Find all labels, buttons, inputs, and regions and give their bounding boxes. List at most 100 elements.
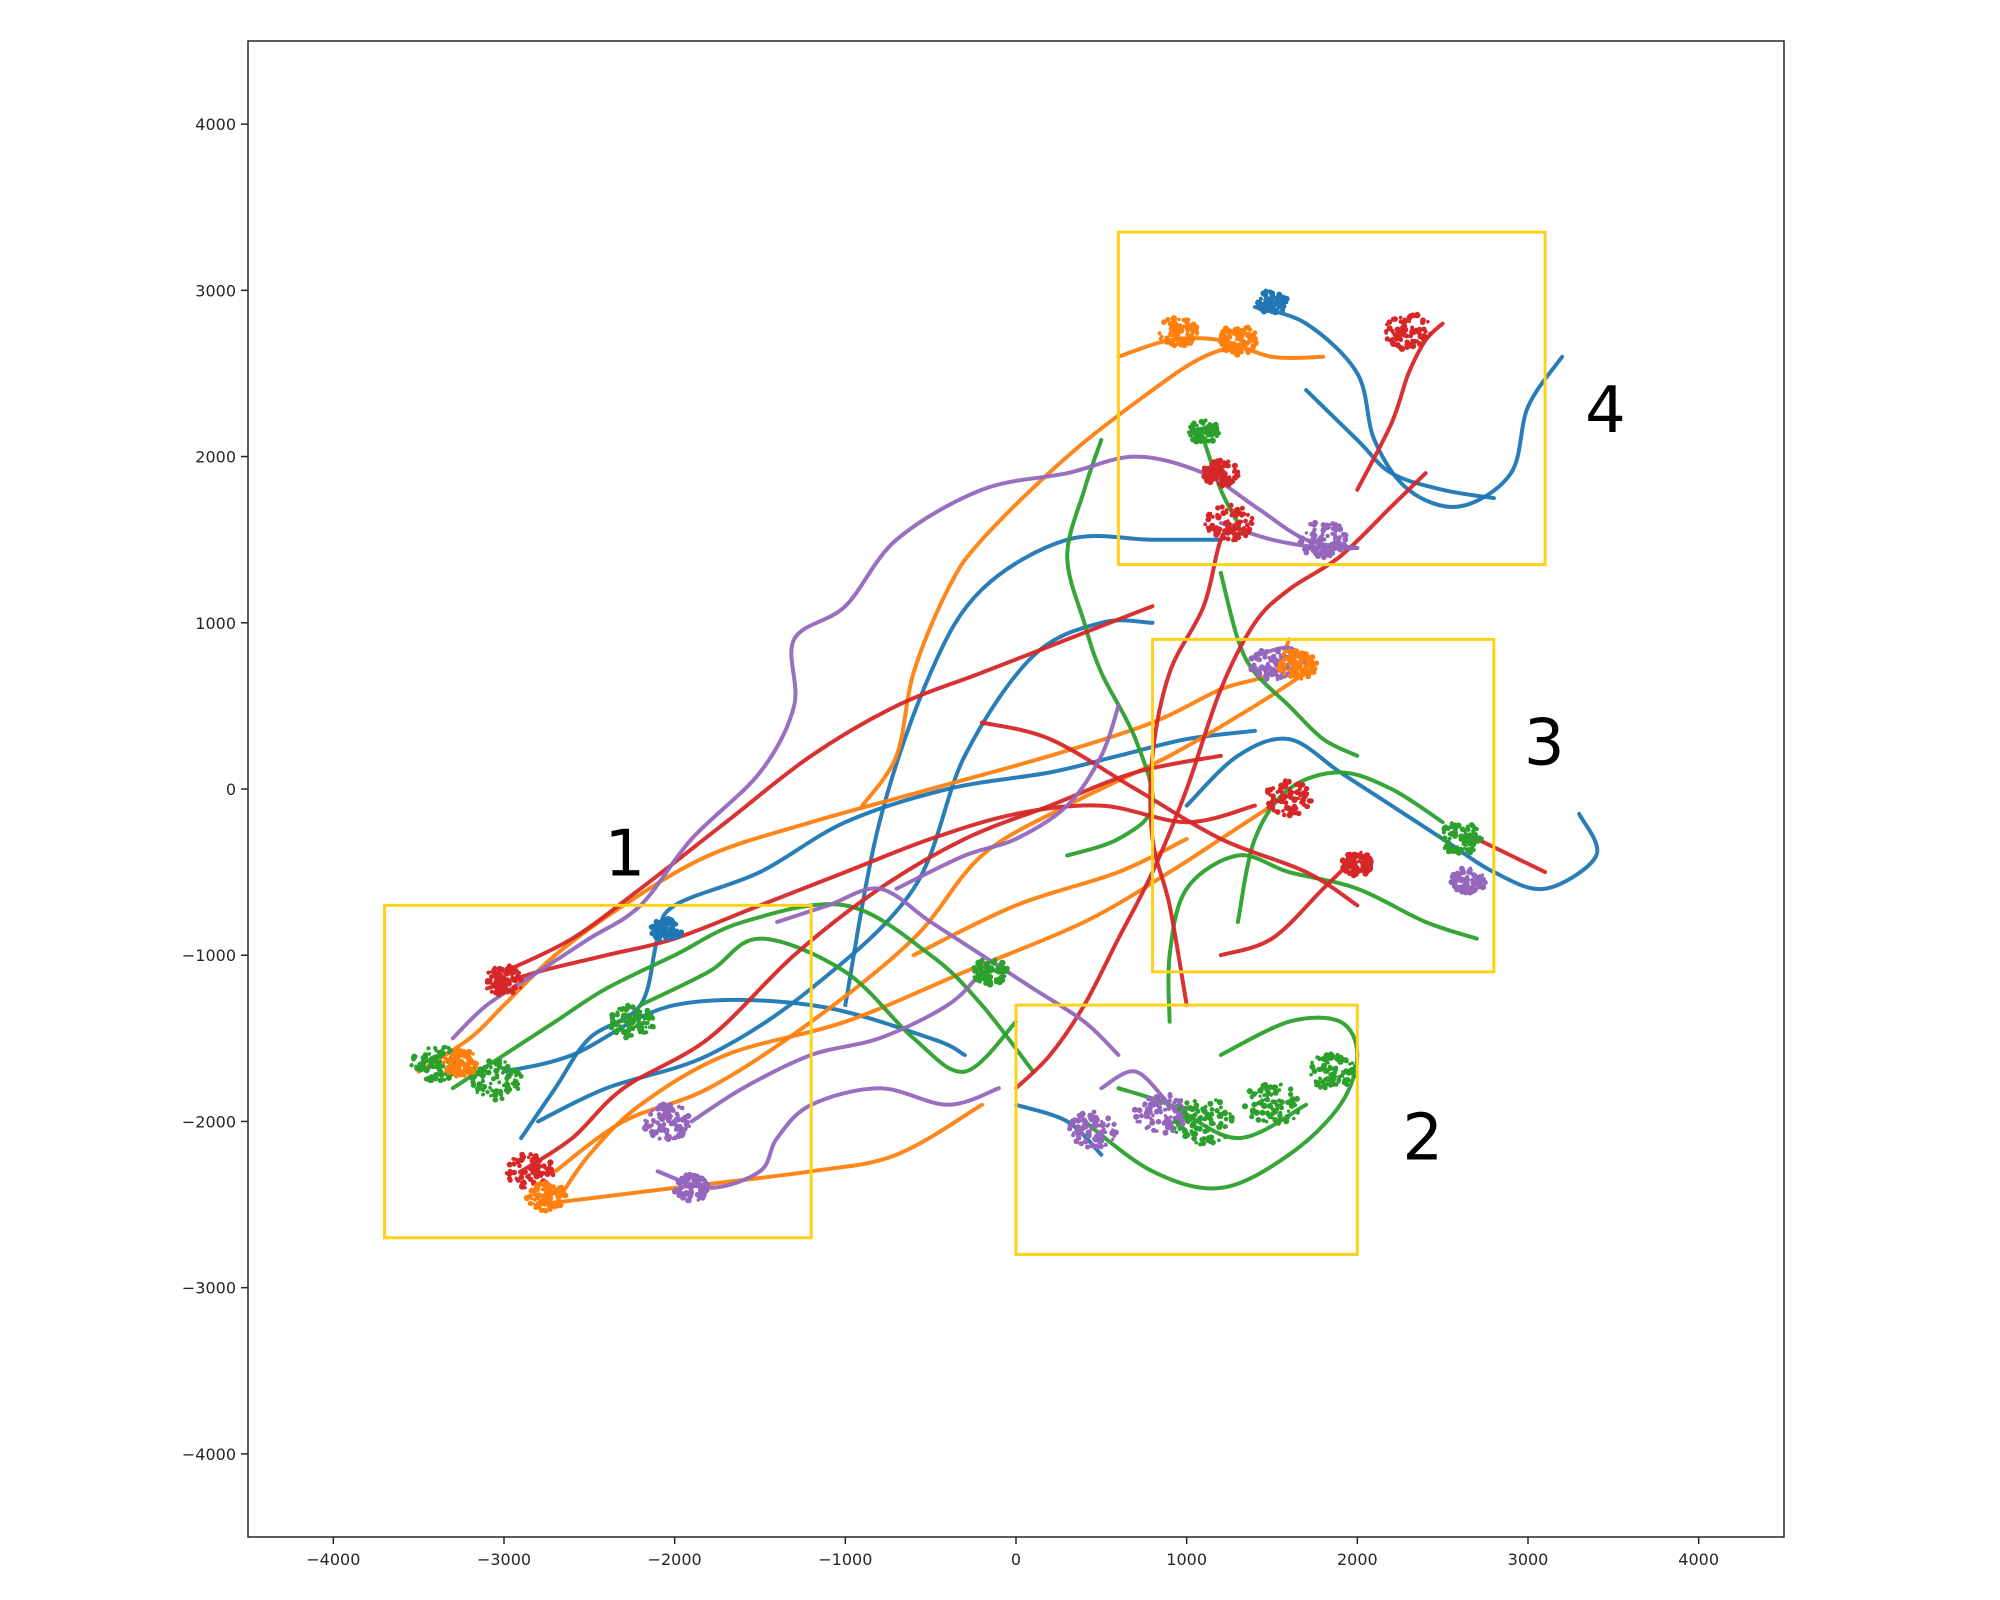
cluster-point [1312,533,1318,538]
cluster-point [1345,1060,1349,1064]
cluster-point [510,973,514,977]
cluster-point [1278,782,1285,789]
region-box-3 [1151,637,1496,974]
cluster-point [1442,846,1447,850]
cluster-point [680,1196,684,1201]
cluster-point [619,1027,623,1032]
cluster-point [1215,465,1220,470]
cluster-point [523,1181,527,1186]
cluster-point [703,1187,710,1194]
cluster-point [1398,319,1404,325]
cluster-point [650,1023,656,1030]
cluster-point [1214,525,1219,530]
cluster-point [515,1086,521,1092]
trajectory-3-3 [1065,437,1155,858]
trajectory-2-4 [860,338,1257,808]
cluster-point [978,975,984,981]
trajectory-3-5 [1235,770,1445,924]
cluster-point [1199,1137,1204,1142]
cluster-point [677,1187,682,1191]
cluster-point [1085,1144,1090,1150]
cluster-point [1258,1094,1262,1098]
cluster-point [699,1194,706,1201]
cluster-point [1214,1108,1220,1114]
cluster-point [1286,661,1291,666]
cluster-point [1384,331,1388,335]
cluster-point [517,1163,522,1169]
cluster-point [664,1112,670,1118]
cluster-point [1279,1105,1285,1111]
cluster-point [1196,1117,1201,1122]
cluster-point [1352,867,1357,872]
cluster-point [1276,1121,1281,1126]
cluster-point [446,1049,452,1055]
cluster-point [486,970,491,975]
cluster-point [1168,1123,1175,1129]
cluster-point [990,966,995,971]
cluster-point [493,989,499,996]
cluster-point [1204,1124,1209,1130]
cluster-point [1083,1125,1088,1130]
cluster-point [1210,424,1216,431]
cluster-point [562,1199,566,1203]
cluster-point [1295,665,1300,670]
cluster-point [1228,503,1233,508]
cluster-point [699,1182,703,1186]
cluster-point [629,1025,636,1031]
cluster-point [450,1051,456,1058]
cluster-point [1330,531,1335,536]
cluster-point [678,1131,686,1139]
cluster-point [1466,827,1471,832]
trajectory-1-7 [1184,736,1600,892]
cluster-point [1277,1098,1282,1103]
cluster-point [501,1070,505,1075]
cluster-point [1089,1127,1094,1131]
cluster-point [1265,296,1270,302]
point-cluster-8 [648,915,685,943]
cluster-point [977,959,982,964]
cluster-point [1447,844,1454,851]
cluster-point [1239,532,1243,536]
cluster-point [545,1166,551,1173]
cluster-point [1109,1130,1114,1135]
cluster-point [1189,1129,1194,1134]
cluster-point [498,971,502,975]
cluster-point [534,1205,539,1210]
cluster-point [1193,1131,1199,1137]
cluster-point [1238,519,1244,524]
cluster-point [488,978,493,983]
cluster-point [1180,1121,1186,1127]
cluster-point [1398,345,1406,352]
cluster-point [547,1194,551,1199]
cluster-point [1312,519,1319,526]
region-box-4 [1116,230,1547,567]
cluster-point [655,1120,660,1126]
cluster-point [1219,1115,1224,1119]
cluster-point [1197,1142,1203,1147]
cluster-point [488,1085,492,1090]
cluster-point [680,1192,687,1198]
cluster-point [549,1196,554,1201]
cluster-point [1074,1129,1078,1133]
cluster-point [1404,339,1410,345]
cluster-point [1135,1120,1139,1124]
cluster-point [1246,1088,1253,1095]
cluster-point [471,1052,475,1056]
cluster-point [660,925,666,931]
cluster-point [458,1048,463,1053]
cluster-point [1167,1098,1172,1103]
trajectory-1-4 [843,534,1223,1008]
trajectory-5-4 [894,703,1121,891]
cluster-point [1286,648,1293,655]
cluster-point [1275,1107,1280,1112]
cluster-point [1165,317,1171,323]
point-cluster-6 [441,1047,479,1079]
region-box-2 [1014,1003,1359,1256]
cluster-point [1302,794,1308,799]
point-cluster-7 [608,1002,656,1041]
cluster-point [1264,1096,1271,1103]
cluster-point [1283,778,1288,783]
cluster-point [1278,665,1284,672]
cluster-point [653,918,660,925]
cluster-point [1309,669,1314,673]
